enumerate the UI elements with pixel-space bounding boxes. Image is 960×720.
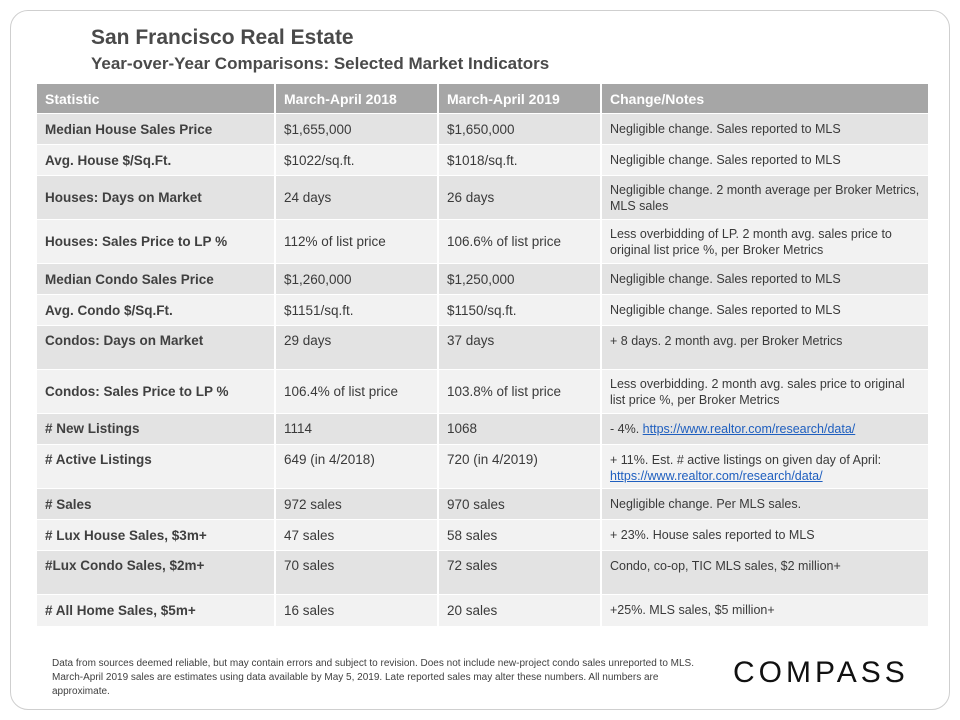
table-row: # All Home Sales, $5m+ 16 sales 20 sales +2… bbox=[37, 594, 928, 626]
notes-text: + 23%. House sales reported to MLS bbox=[610, 528, 815, 542]
notes-cell: Less overbidding of LP. 2 month avg. sal… bbox=[601, 219, 928, 264]
value-2019-cell: 20 sales bbox=[438, 594, 602, 626]
value-2018-cell: $1151/sq.ft. bbox=[275, 294, 439, 326]
notes-text: + 11%. Est. # active listings on given d… bbox=[610, 453, 882, 467]
value-2019-cell: 106.6% of list price bbox=[438, 219, 602, 264]
table-row: # Sales 972 sales 970 sales Negligible chan… bbox=[37, 488, 928, 520]
notes-cell: Negligible change. 2 month average per B… bbox=[601, 175, 928, 220]
value-2019-cell: $1150/sq.ft. bbox=[438, 294, 602, 326]
column-header-statistic: Statistic bbox=[37, 84, 276, 114]
statistic-cell: # Sales bbox=[37, 488, 276, 520]
value-2018-cell: 70 sales bbox=[275, 550, 439, 595]
table-row: Condos: Days on Market 29 days 37 days + 8 … bbox=[37, 325, 928, 370]
value-2018-cell: $1022/sq.ft. bbox=[275, 144, 439, 176]
compass-logo: COMPASS bbox=[733, 656, 909, 689]
table-row: # Active Listings 649 (in 4/2018) 720 (in … bbox=[37, 444, 928, 489]
value-2019-cell: $1,650,000 bbox=[438, 113, 602, 145]
statistic-cell: # Active Listings bbox=[37, 444, 276, 489]
notes-cell: + 23%. House sales reported to MLS bbox=[601, 519, 928, 551]
value-2018-cell: 112% of list price bbox=[275, 219, 439, 264]
column-header-2018: March-April 2018 bbox=[275, 84, 439, 114]
footnote: Data from sources deemed reliable, but m… bbox=[52, 658, 695, 697]
statistic-cell: # New Listings bbox=[37, 413, 276, 445]
value-2019-cell: 37 days bbox=[438, 325, 602, 370]
notes-cell: Negligible change. Sales reported to MLS bbox=[601, 113, 928, 145]
table-row: Avg. House $/Sq.Ft. $1022/sq.ft. $1018/sq.… bbox=[37, 144, 928, 176]
value-2018-cell: $1,655,000 bbox=[275, 113, 439, 145]
statistic-cell: Avg. House $/Sq.Ft. bbox=[37, 144, 276, 176]
table-row: #Lux Condo Sales, $2m+ 70 sales 72 sales Co… bbox=[37, 550, 928, 595]
statistic-cell: Median Condo Sales Price bbox=[37, 263, 276, 295]
value-2019-cell: 72 sales bbox=[438, 550, 602, 595]
page-subtitle: Year-over-Year Comparisons: Selected Mar… bbox=[91, 54, 550, 73]
statistic-cell: #Lux Condo Sales, $2m+ bbox=[37, 550, 276, 595]
value-2019-cell: 103.8% of list price bbox=[438, 369, 602, 414]
notes-text: Negligible change. Sales reported to MLS bbox=[610, 122, 841, 136]
value-2018-cell: $1,260,000 bbox=[275, 263, 439, 295]
value-2019-cell: 58 sales bbox=[438, 519, 602, 551]
notes-text: Less overbidding. 2 month avg. sales pri… bbox=[610, 376, 905, 407]
source-link[interactable]: https://www.realtor.com/research/data/ bbox=[642, 422, 856, 436]
table-row: Houses: Sales Price to LP % 112% of list … bbox=[37, 219, 928, 264]
notes-text: Negligible change. Per MLS sales. bbox=[610, 497, 802, 511]
notes-cell: +25%. MLS sales, $5 million+ bbox=[601, 594, 928, 626]
notes-text: +25%. MLS sales, $5 million+ bbox=[610, 603, 775, 618]
value-2018-cell: 649 (in 4/2018) bbox=[275, 444, 439, 489]
table-row: # Lux House Sales, $3m+ 47 sales 58 sales +… bbox=[37, 519, 928, 551]
value-2018-cell: 24 days bbox=[275, 175, 439, 220]
table-row: # New Listings 1114 1068- 4%. https://www.… bbox=[37, 413, 928, 445]
value-2018-cell: 1114 bbox=[275, 413, 439, 445]
statistic-cell: Condos: Sales Price to LP % bbox=[37, 369, 276, 414]
notes-text: Less overbidding of LP. 2 month avg. sal… bbox=[610, 226, 892, 257]
value-2018-cell: 47 sales bbox=[275, 519, 439, 551]
value-2019-cell: $1,250,000 bbox=[438, 263, 602, 295]
notes-text: Negligible change. Sales reported to MLS bbox=[610, 153, 841, 167]
value-2019-cell: 720 (in 4/2019) bbox=[438, 444, 602, 489]
notes-cell: Negligible change. Sales reported to MLS bbox=[601, 144, 928, 176]
source-link[interactable]: https://www.realtor.com/research/data/ bbox=[610, 469, 823, 483]
notes-text: - 4%. bbox=[610, 422, 640, 436]
table-header-row: Statistic March-April 2018 March-April 2… bbox=[37, 84, 928, 114]
value-2018-cell: 29 days bbox=[275, 325, 439, 370]
value-2018-cell: 106.4% of list price bbox=[275, 369, 439, 414]
notes-cell: - 4%. https://www.realtor.com/research/d… bbox=[601, 413, 928, 445]
statistic-cell: # All Home Sales, $5m+ bbox=[37, 594, 276, 626]
value-2019-cell: 970 sales bbox=[438, 488, 602, 520]
notes-text: Negligible change. 2 month average per B… bbox=[610, 182, 920, 213]
statistic-cell: Median House Sales Price bbox=[37, 113, 276, 145]
notes-cell: Negligible change. Per MLS sales. bbox=[601, 488, 928, 520]
statistic-cell: Avg. Condo $/Sq.Ft. bbox=[37, 294, 276, 326]
value-2018-cell: 16 sales bbox=[275, 594, 439, 626]
statistic-cell: Houses: Sales Price to LP % bbox=[37, 219, 276, 264]
market-indicators-table: Statistic March-April 2018 March-April 2… bbox=[37, 84, 928, 626]
notes-text: + 8 days. 2 month avg. per Broker Metric… bbox=[610, 334, 843, 348]
statistic-cell: Houses: Days on Market bbox=[37, 175, 276, 220]
statistic-cell: # Lux House Sales, $3m+ bbox=[37, 519, 276, 551]
table-row: Avg. Condo $/Sq.Ft. $1151/sq.ft. $1150/sq.… bbox=[37, 294, 928, 326]
notes-text: Negligible change. Sales reported to MLS bbox=[610, 303, 841, 317]
notes-text: Condo, co-op, TIC MLS sales, $2 million+ bbox=[610, 559, 841, 573]
table-row: Condos: Sales Price to LP % 106.4% of lis… bbox=[37, 369, 928, 414]
value-2018-cell: 972 sales bbox=[275, 488, 439, 520]
table-row: Median Condo Sales Price $1,260,000 $1,250… bbox=[37, 263, 928, 295]
notes-cell: Less overbidding. 2 month avg. sales pri… bbox=[601, 369, 928, 414]
value-2019-cell: 26 days bbox=[438, 175, 602, 220]
notes-cell: Condo, co-op, TIC MLS sales, $2 million+ bbox=[601, 550, 928, 595]
notes-cell: Negligible change. Sales reported to MLS bbox=[601, 263, 928, 295]
column-header-notes: Change/Notes bbox=[601, 84, 928, 114]
value-2019-cell: 1068 bbox=[438, 413, 602, 445]
notes-text: Negligible change. Sales reported to MLS bbox=[610, 272, 841, 286]
table-row: Median House Sales Price $1,655,000 $1,650… bbox=[37, 113, 928, 145]
value-2019-cell: $1018/sq.ft. bbox=[438, 144, 602, 176]
table-row: Houses: Days on Market 24 days 26 days Negl… bbox=[37, 175, 928, 220]
page-title: San Francisco Real Estate bbox=[91, 26, 354, 49]
notes-cell: + 11%. Est. # active listings on given d… bbox=[601, 444, 928, 489]
notes-cell: + 8 days. 2 month avg. per Broker Metric… bbox=[601, 325, 928, 370]
column-header-2019: March-April 2019 bbox=[438, 84, 602, 114]
statistic-cell: Condos: Days on Market bbox=[37, 325, 276, 370]
notes-cell: Negligible change. Sales reported to MLS bbox=[601, 294, 928, 326]
